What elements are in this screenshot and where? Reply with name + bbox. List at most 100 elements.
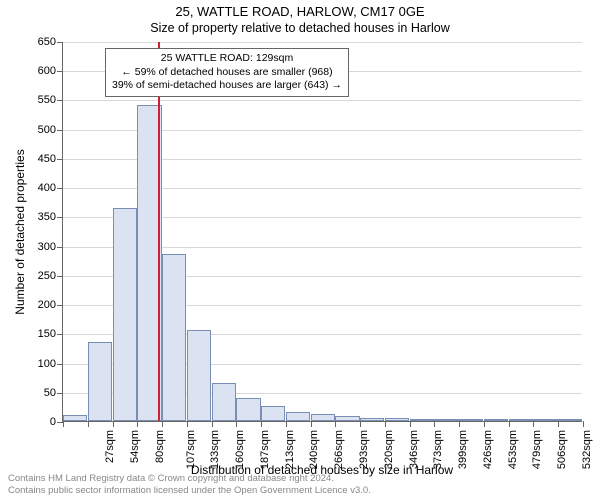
histogram-bar — [311, 414, 335, 421]
y-tick — [57, 305, 63, 306]
x-tick — [484, 421, 485, 427]
histogram-bar — [434, 419, 458, 421]
y-tick — [57, 71, 63, 72]
x-tick-label: 373sqm — [432, 430, 444, 469]
histogram-bar — [261, 406, 285, 421]
x-tick-label: 80sqm — [154, 430, 166, 463]
x-tick-label: 532sqm — [581, 430, 593, 469]
x-tick — [410, 421, 411, 427]
x-tick — [558, 421, 559, 427]
y-tick-label: 400 — [0, 182, 56, 194]
x-tick — [335, 421, 336, 427]
gridline — [63, 100, 582, 101]
x-tick-label: 187sqm — [259, 430, 271, 469]
x-tick — [88, 421, 89, 427]
x-tick-label: 160sqm — [234, 430, 246, 469]
gridline — [63, 42, 582, 43]
histogram-bar — [533, 419, 557, 421]
x-tick — [113, 421, 114, 427]
x-tick-label: 54sqm — [129, 430, 141, 463]
histogram-bar — [88, 342, 112, 421]
histogram-bar — [113, 208, 137, 421]
x-tick — [434, 421, 435, 427]
x-tick — [187, 421, 188, 427]
x-tick — [459, 421, 460, 427]
x-tick-label: 107sqm — [185, 430, 197, 469]
y-tick-label: 250 — [0, 270, 56, 282]
y-tick — [57, 276, 63, 277]
y-tick-label: 450 — [0, 153, 56, 165]
x-tick-label: 27sqm — [104, 430, 116, 463]
x-tick — [311, 421, 312, 427]
y-tick-label: 100 — [0, 358, 56, 370]
histogram-bar — [212, 383, 236, 421]
y-tick — [57, 393, 63, 394]
footer-line-2: Contains public sector information licen… — [8, 485, 371, 496]
x-tick — [583, 421, 584, 427]
x-tick-label: 213sqm — [284, 430, 296, 469]
y-tick-label: 650 — [0, 36, 56, 48]
y-tick — [57, 364, 63, 365]
x-tick-label: 320sqm — [383, 430, 395, 469]
y-tick-label: 200 — [0, 299, 56, 311]
y-tick-label: 550 — [0, 94, 56, 106]
x-tick — [509, 421, 510, 427]
y-tick — [57, 247, 63, 248]
x-tick — [63, 421, 64, 427]
y-tick-label: 600 — [0, 65, 56, 77]
chart-title-2: Size of property relative to detached ho… — [0, 19, 600, 35]
x-tick-label: 506sqm — [556, 430, 568, 469]
y-tick-label: 500 — [0, 124, 56, 136]
y-tick — [57, 130, 63, 131]
x-tick-label: 346sqm — [408, 430, 420, 469]
x-tick — [137, 421, 138, 427]
annotation-box: 25 WATTLE ROAD: 129sqm← 59% of detached … — [105, 48, 349, 97]
x-tick-label: 453sqm — [507, 430, 519, 469]
y-tick-label: 50 — [0, 387, 56, 399]
plot-area: 25 WATTLE ROAD: 129sqm← 59% of detached … — [62, 42, 582, 422]
histogram-bar — [410, 419, 434, 421]
histogram-bar — [558, 419, 582, 421]
x-tick — [385, 421, 386, 427]
histogram-bar — [63, 415, 87, 421]
x-tick — [533, 421, 534, 427]
histogram-bar — [286, 412, 310, 421]
histogram-bar — [187, 330, 211, 421]
histogram-bar — [360, 418, 384, 421]
y-tick — [57, 334, 63, 335]
histogram-bar — [459, 419, 483, 421]
x-tick-label: 399sqm — [457, 430, 469, 469]
y-tick-label: 300 — [0, 241, 56, 253]
annotation-line: 39% of semi-detached houses are larger (… — [112, 79, 342, 93]
footer-attribution: Contains HM Land Registry data © Crown c… — [8, 473, 371, 496]
y-tick — [57, 100, 63, 101]
y-tick — [57, 217, 63, 218]
histogram-bar — [509, 419, 533, 421]
footer-line-1: Contains HM Land Registry data © Crown c… — [8, 473, 371, 484]
histogram-bar — [162, 254, 186, 421]
x-tick-label: 479sqm — [531, 430, 543, 469]
y-tick — [57, 159, 63, 160]
y-tick-label: 0 — [0, 416, 56, 428]
y-tick — [57, 42, 63, 43]
y-tick — [57, 188, 63, 189]
x-tick — [286, 421, 287, 427]
chart-title-1: 25, WATTLE ROAD, HARLOW, CM17 0GE — [0, 0, 600, 19]
histogram-bar — [335, 416, 359, 421]
x-tick — [162, 421, 163, 427]
x-tick — [212, 421, 213, 427]
y-axis-label: Number of detached properties — [13, 142, 27, 322]
x-tick-label: 240sqm — [309, 430, 321, 469]
x-tick — [360, 421, 361, 427]
histogram-bar — [484, 419, 508, 421]
y-tick-label: 150 — [0, 328, 56, 340]
x-tick-label: 293sqm — [358, 430, 370, 469]
histogram-bar — [385, 418, 409, 421]
x-tick — [261, 421, 262, 427]
histogram-bar — [236, 398, 260, 421]
annotation-line: ← 59% of detached houses are smaller (96… — [112, 66, 342, 80]
y-tick-label: 350 — [0, 211, 56, 223]
x-tick-label: 133sqm — [210, 430, 222, 469]
x-tick — [236, 421, 237, 427]
x-tick-label: 266sqm — [333, 430, 345, 469]
